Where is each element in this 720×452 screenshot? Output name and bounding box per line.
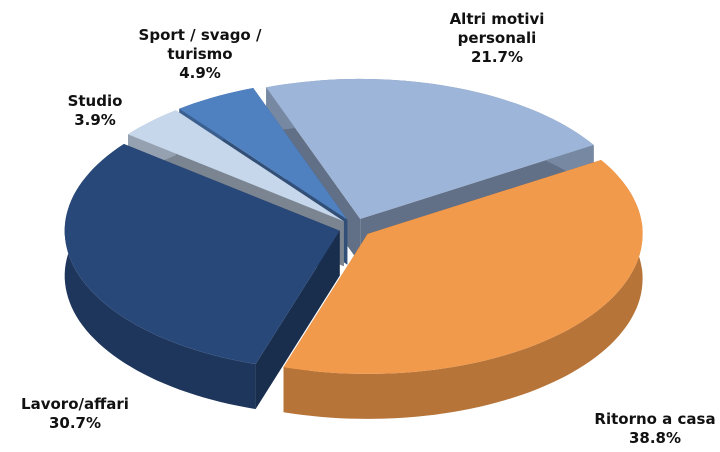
value-label: 4.9% bbox=[179, 64, 221, 82]
value-label: 21.7% bbox=[470, 48, 524, 66]
slice-top bbox=[128, 110, 344, 222]
data-label: Studio 3.9% bbox=[45, 92, 145, 130]
category-label: Sport / svago / turismo bbox=[138, 26, 262, 63]
data-label: Lavoro/affari 30.7% bbox=[0, 395, 150, 433]
slice-side bbox=[283, 160, 643, 419]
slice-side bbox=[64, 144, 256, 410]
data-label: Ritorno a casa 38.8% bbox=[580, 410, 720, 448]
value-label: 30.7% bbox=[48, 414, 102, 432]
value-label: 3.9% bbox=[74, 111, 116, 129]
data-label: Sport / svago / turismo 4.9% bbox=[125, 26, 275, 83]
category-label: Studio bbox=[67, 92, 123, 110]
slice-top bbox=[179, 88, 348, 220]
value-label: 38.8% bbox=[628, 429, 682, 447]
slice-top bbox=[64, 144, 340, 365]
category-label: Ritorno a casa bbox=[594, 410, 716, 428]
category-label: Altri motivi personali bbox=[449, 10, 545, 47]
data-label: Altri motivi personali 21.7% bbox=[437, 10, 557, 67]
slice-side bbox=[255, 230, 340, 410]
slice-top bbox=[266, 78, 594, 219]
category-label: Lavoro/affari bbox=[21, 395, 129, 413]
slice-top bbox=[283, 160, 643, 374]
slice bbox=[64, 144, 340, 410]
slice bbox=[283, 160, 643, 419]
